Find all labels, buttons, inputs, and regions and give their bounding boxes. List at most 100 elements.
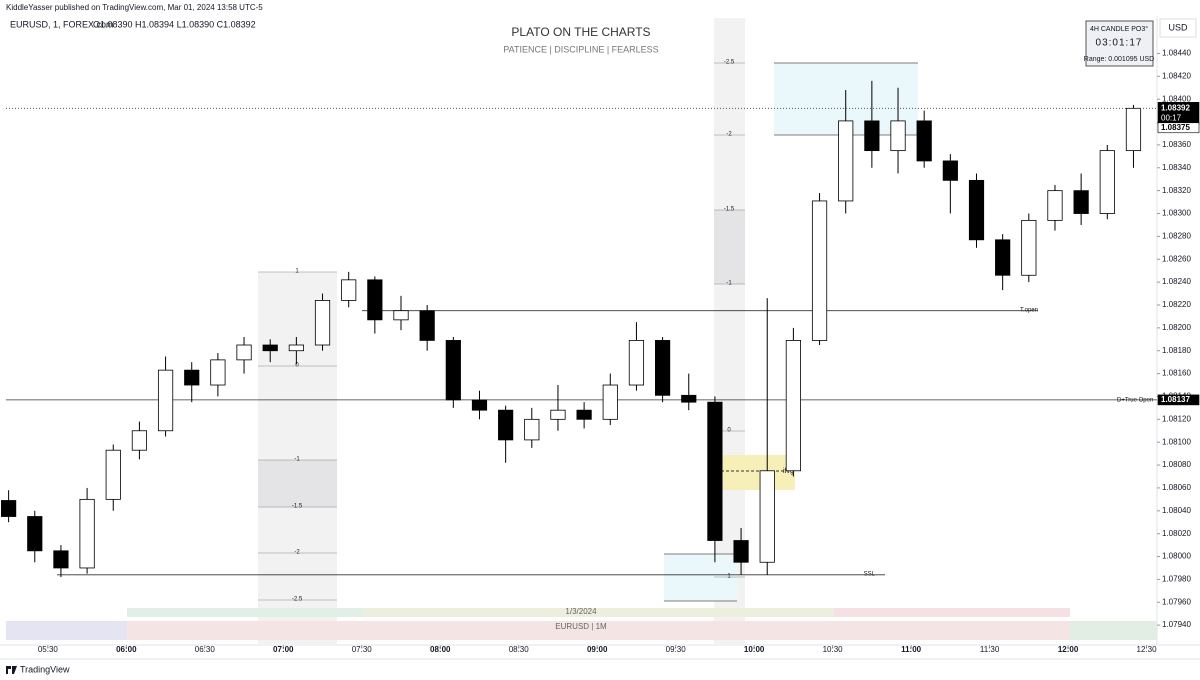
price-label: 1.08137 [1161, 395, 1190, 404]
x-tick-label: 08:30 [509, 645, 530, 654]
candle-body [838, 120, 854, 202]
x-tick-label: 07:00 [273, 645, 294, 654]
candle-body [707, 401, 723, 541]
brand: TradingView [20, 664, 70, 674]
discount-box [664, 554, 737, 601]
x-tick-label: 11:30 [980, 645, 1000, 654]
symbol: EURUSD, 1, FOREX.com [10, 19, 114, 29]
candle-body [759, 470, 775, 563]
y-tick-label: 1.08400 [1162, 94, 1191, 103]
candle-body [916, 120, 932, 162]
candle-body [314, 300, 331, 346]
x-tick-label: 10:00 [744, 645, 765, 654]
fib-label: -2 [294, 550, 300, 556]
y-tick-label: 1.07960 [1162, 597, 1191, 606]
x-tick-label: 07:30 [352, 645, 373, 654]
y-tick-label: 1.08240 [1162, 277, 1191, 286]
candle-body [576, 409, 592, 420]
candle-body [27, 516, 43, 552]
widget-timer: 03:01:17 [1096, 38, 1143, 49]
candle-body [79, 498, 95, 569]
currency[interactable]: USD [1168, 22, 1188, 32]
candle-body [785, 340, 801, 472]
candle-body [236, 344, 252, 361]
session-bar [363, 608, 834, 617]
y-tick-label: 1.08000 [1162, 552, 1191, 561]
fvg-label: ifvg [783, 468, 794, 475]
logo [6, 666, 17, 674]
candle-body [1, 500, 17, 517]
session-symbol: EURUSD | 1M [555, 622, 607, 631]
y-tick-label: 1.08220 [1162, 300, 1191, 309]
fib-band-zone [714, 210, 745, 284]
price-label: 1.08392 [1161, 103, 1190, 112]
candle-body [1125, 107, 1142, 152]
candle-body [864, 120, 880, 152]
currency-button[interactable] [1159, 18, 1197, 38]
publisher: KiddleYasser published on TradingView.co… [6, 3, 263, 12]
widget-box [1085, 20, 1154, 67]
candle-body [890, 120, 906, 152]
x-tick-label: 06:00 [116, 645, 137, 654]
chart-title: PLATO ON THE CHARTS [511, 25, 650, 39]
candle-body [393, 310, 409, 321]
x-tick-label: 08:00 [430, 645, 451, 654]
fvg-box [716, 455, 795, 490]
subtitle: PATIENCE | DISCIPLINE | FEARLESS [503, 44, 658, 54]
x-tick-label: 12:30 [1137, 645, 1158, 654]
y-tick-label: 1.08180 [1162, 346, 1191, 355]
candle-body [995, 239, 1011, 276]
candle-body [445, 340, 461, 401]
price-label-box [1157, 122, 1200, 134]
fib-box-zone [258, 460, 337, 507]
level-label: D+True Open [1117, 397, 1153, 403]
candle-body [367, 279, 383, 321]
level-label: SSL [864, 571, 876, 577]
candle-body [524, 418, 540, 441]
fib-label: 0 [727, 428, 731, 434]
ohlc: O1.08390 H1.08394 L1.08390 C1.08392 [93, 19, 256, 29]
candle-body [53, 550, 69, 569]
fib-label: -2.5 [724, 60, 735, 66]
y-tick-label: 1.08320 [1162, 186, 1191, 195]
candle-body [419, 310, 435, 341]
candle-body [811, 200, 828, 341]
candle-body [131, 430, 148, 451]
candle-body [157, 369, 174, 432]
y-tick-label: 1.08160 [1162, 369, 1191, 378]
y-tick-label: 1.08040 [1162, 506, 1191, 515]
candle-body [733, 540, 749, 563]
x-tick-label: 06:30 [195, 645, 216, 654]
y-tick-label: 1.08200 [1162, 323, 1191, 332]
session-date: 1/3/2024 [565, 607, 597, 616]
fib-label: 1 [295, 269, 299, 275]
candle-body [105, 449, 121, 500]
candle-body [262, 344, 278, 352]
candle-body [210, 359, 226, 386]
level-label: T.open [1020, 307, 1038, 313]
fib-label: -1.5 [292, 504, 303, 510]
fib-label: -1 [294, 457, 300, 463]
candle-body [602, 384, 618, 420]
y-tick-label: 1.08360 [1162, 140, 1191, 149]
x-tick-label: 09:00 [587, 645, 608, 654]
candle-body [942, 160, 958, 181]
candle-body [498, 409, 514, 441]
y-tick-label: 1.08120 [1162, 414, 1191, 423]
fib-label: 0 [295, 363, 299, 369]
candle-body [681, 394, 697, 403]
session-bar [127, 621, 1070, 640]
fib-label: -2.5 [292, 597, 303, 603]
fib-label: -1 [726, 281, 732, 287]
candle-body [1073, 190, 1089, 214]
y-tick-label: 1.08260 [1162, 254, 1191, 263]
candle-body [1021, 219, 1037, 276]
x-tick-label: 09:30 [666, 645, 687, 654]
candle-body [288, 344, 304, 352]
y-tick-label: 1.08080 [1162, 460, 1191, 469]
candle-body [968, 179, 985, 241]
price-label: 1.08375 [1161, 123, 1190, 132]
candle-body [654, 340, 671, 396]
session-bar [834, 608, 1070, 617]
